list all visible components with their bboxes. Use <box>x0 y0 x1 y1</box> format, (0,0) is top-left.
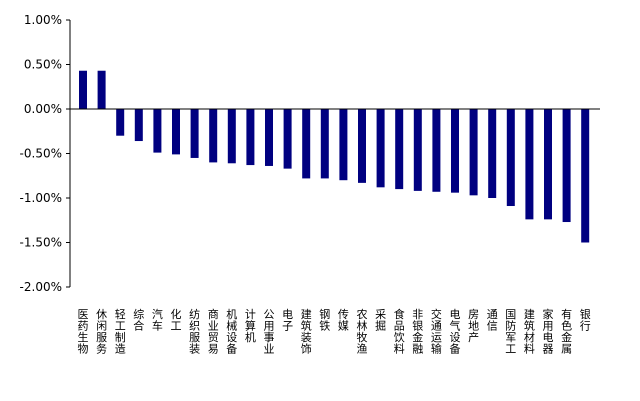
x-tick-label: 钢铁 <box>319 308 330 333</box>
x-tick-label: 汽车 <box>152 307 163 333</box>
x-tick-label: 有色金属 <box>561 307 572 356</box>
bar <box>339 109 348 181</box>
x-tick-label: 食品饮料 <box>394 307 405 356</box>
bar <box>209 109 218 163</box>
y-tick-label: -0.50% <box>20 147 62 161</box>
x-tick-label: 综合 <box>133 307 144 333</box>
y-tick-label: -1.00% <box>20 191 62 205</box>
x-tick-label: 国防军工 <box>505 308 516 356</box>
x-tick-label: 轻工制造 <box>115 307 126 356</box>
x-tick-label: 计算机 <box>245 308 256 344</box>
x-tick-label: 采掘 <box>375 308 386 333</box>
bar <box>172 109 180 155</box>
bar <box>469 109 478 196</box>
bar <box>97 70 106 109</box>
x-tick-label: 化工 <box>171 307 182 333</box>
bar <box>134 109 143 142</box>
bar <box>302 109 311 179</box>
y-tick-label: -1.50% <box>20 236 62 250</box>
x-tick-label: 交通运输 <box>431 307 442 356</box>
x-tick-label: 建筑装饰 <box>301 307 312 356</box>
x-tick-label: 非银金融 <box>412 308 423 356</box>
y-axis: 1.00% 0.50% 0.00% -0.50% -1.00% -1.50% -2.00% <box>20 13 71 294</box>
bar <box>358 109 366 183</box>
x-tick-label: 机械设备 <box>226 307 237 356</box>
x-tick-label: 纺织服装 <box>189 307 200 356</box>
x-tick-label: 房地产 <box>468 308 479 344</box>
bar <box>451 109 459 193</box>
bar <box>116 109 125 136</box>
x-labels: 医药生物休闲服务轻工制造综合汽车化工纺织服装商业贸易机械设备计算机公用事业电子建… <box>78 307 591 356</box>
bar <box>581 109 590 243</box>
x-tick-label: 公用事业 <box>264 308 275 356</box>
bar <box>525 109 534 220</box>
y-tick-label: 0.50% <box>24 58 62 72</box>
x-tick-label: 休闲服务 <box>96 308 107 356</box>
bar <box>190 109 199 158</box>
x-tick-label: 通信 <box>487 308 498 333</box>
bar <box>506 109 515 207</box>
bar <box>395 109 404 190</box>
bar <box>265 109 273 166</box>
bar <box>562 109 571 223</box>
bar <box>153 109 162 153</box>
bar <box>376 109 385 188</box>
bar <box>488 109 497 198</box>
x-tick-label: 医药生物 <box>78 308 89 356</box>
x-tick-label: 农林牧渔 <box>357 307 368 356</box>
y-tick-label: 1.00% <box>24 13 62 27</box>
x-tick-label: 建筑材料 <box>524 307 535 356</box>
bar <box>413 109 422 191</box>
x-tick-label: 家用电器 <box>543 307 554 356</box>
bar <box>320 109 329 179</box>
bar <box>227 109 236 164</box>
y-tick-label: -2.00% <box>20 280 62 294</box>
bar <box>246 109 255 166</box>
x-tick-label: 商业贸易 <box>208 307 219 356</box>
y-tick-label: 0.00% <box>24 102 62 116</box>
bar <box>544 109 552 220</box>
bar <box>432 109 441 192</box>
x-tick-label: 电气设备 <box>450 308 461 356</box>
x-tick-label: 传媒 <box>338 308 349 333</box>
x-tick-label: 银行 <box>580 307 591 333</box>
bar <box>283 109 292 169</box>
bars <box>79 70 590 243</box>
x-tick-label: 电子 <box>282 308 293 333</box>
bar <box>79 70 87 109</box>
